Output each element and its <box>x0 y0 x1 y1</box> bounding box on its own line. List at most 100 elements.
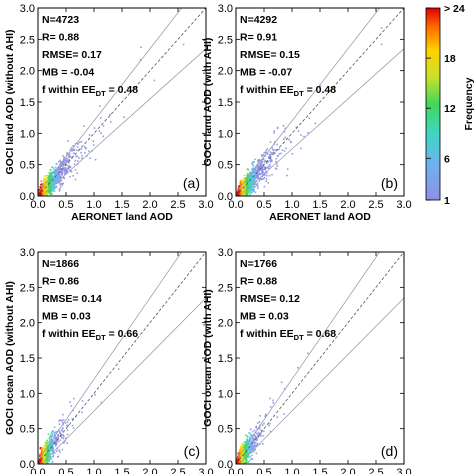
data-point <box>43 177 45 180</box>
data-point <box>68 155 70 157</box>
data-point <box>44 441 47 444</box>
y-tick-label: 3.0 <box>218 247 233 259</box>
x-tick-label: 2.0 <box>340 199 355 211</box>
data-point <box>270 161 272 163</box>
data-point <box>59 171 61 174</box>
data-point <box>47 182 50 184</box>
data-point <box>243 441 246 443</box>
data-point <box>68 156 70 159</box>
data-point <box>59 180 61 182</box>
data-point <box>269 430 272 433</box>
data-point <box>60 161 62 163</box>
x-tick-label: 0.5 <box>256 199 271 211</box>
data-point <box>248 188 250 190</box>
data-point <box>251 173 254 176</box>
data-point <box>51 188 54 191</box>
data-point <box>39 457 42 460</box>
data-point <box>43 445 45 447</box>
data-point <box>243 178 246 181</box>
chart-panel-3: 0.00.0 0.5 0.5 1.0 1.0 1.5 1.5 2.0 2.0 2.5 2.5 3.0 3… <box>4 247 214 474</box>
data-point <box>44 188 46 190</box>
data-point <box>45 445 47 447</box>
data-point <box>53 182 56 184</box>
y-tick-label: 0.0 <box>20 459 35 471</box>
data-point <box>47 190 49 193</box>
data-point <box>267 152 269 155</box>
data-point <box>250 182 252 184</box>
data-point <box>55 174 58 176</box>
data-point <box>269 153 271 156</box>
data-point <box>53 171 56 174</box>
data-point <box>45 194 48 196</box>
data-point <box>260 163 262 166</box>
data-point <box>242 190 245 192</box>
data-point <box>245 461 247 464</box>
data-point <box>53 176 56 179</box>
data-point <box>40 183 42 186</box>
data-point <box>52 182 54 185</box>
data-point <box>274 167 277 170</box>
data-point <box>48 445 51 447</box>
data-point <box>245 192 248 194</box>
data-point <box>242 451 245 453</box>
data-point <box>265 162 268 165</box>
data-point <box>255 426 258 429</box>
data-point <box>278 153 281 155</box>
data-point <box>248 183 251 185</box>
data-point <box>254 436 257 439</box>
data-point <box>246 456 248 459</box>
data-point <box>45 174 48 177</box>
data-point <box>257 167 260 170</box>
data-point <box>259 172 261 175</box>
data-point <box>253 186 256 188</box>
data-point <box>295 126 298 129</box>
x-tick-label: 1.5 <box>114 467 129 474</box>
data-point <box>250 176 253 179</box>
data-point <box>248 432 250 434</box>
data-point <box>249 188 252 191</box>
data-point <box>59 166 61 169</box>
data-point <box>62 155 64 157</box>
data-point <box>52 448 55 450</box>
data-point <box>288 138 290 141</box>
data-point <box>50 190 53 192</box>
y-tick-label: 2.0 <box>218 318 233 330</box>
data-point <box>240 187 243 190</box>
data-point <box>45 446 48 448</box>
data-point <box>253 180 255 183</box>
data-point <box>249 447 252 449</box>
data-point <box>43 193 45 196</box>
data-point <box>68 167 70 169</box>
data-point <box>62 163 65 166</box>
data-point <box>241 180 244 183</box>
data-point <box>62 427 64 429</box>
data-point <box>268 163 271 166</box>
data-point <box>251 185 253 188</box>
data-point <box>57 435 60 438</box>
data-point <box>264 414 267 417</box>
data-point <box>308 117 311 120</box>
data-point <box>65 424 68 427</box>
y-tick-label: 1.5 <box>20 97 35 109</box>
y-tick-label: 2.0 <box>20 318 35 330</box>
data-point <box>242 187 245 190</box>
data-point <box>258 421 261 423</box>
data-point <box>55 176 57 179</box>
data-point <box>297 130 300 132</box>
data-point <box>245 448 248 451</box>
data-point <box>285 147 287 150</box>
data-point <box>45 454 48 456</box>
data-point <box>40 451 43 453</box>
data-point <box>263 185 266 188</box>
data-point <box>252 183 255 186</box>
data-point <box>265 151 268 154</box>
data-point <box>45 192 47 194</box>
x-tick-label: 2.5 <box>170 199 185 211</box>
data-point <box>62 162 65 165</box>
data-point <box>247 190 250 193</box>
data-point <box>254 444 257 447</box>
data-point <box>248 179 250 182</box>
data-point <box>53 426 56 429</box>
data-point <box>257 159 259 162</box>
data-point <box>249 456 252 459</box>
